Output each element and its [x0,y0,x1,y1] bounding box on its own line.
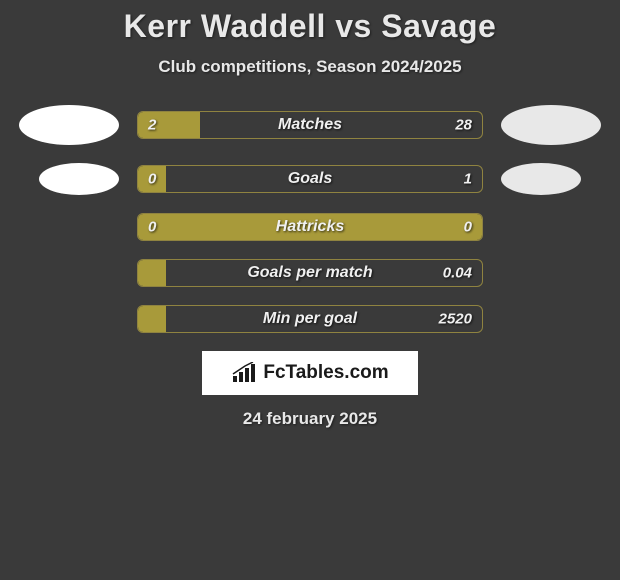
date-label: 24 february 2025 [0,409,620,429]
stat-row: 0 Hattricks 0 [0,213,620,241]
chart-icon [231,362,257,384]
comparison-card: Kerr Waddell vs Savage Club competitions… [0,0,620,429]
stat-bar: Goals per match 0.04 [137,259,483,287]
stat-label: Min per goal [263,310,357,328]
stat-label: Matches [278,116,342,134]
stat-value-right: 0 [464,219,472,236]
stat-bar: 0 Hattricks 0 [137,213,483,241]
player-badge-left [19,105,119,145]
stat-value-left: 0 [148,171,156,188]
player-badge-right [501,163,581,195]
stat-row: 0 Goals 1 [0,163,620,195]
stat-label: Goals [288,170,332,188]
subtitle: Club competitions, Season 2024/2025 [0,57,620,77]
player-badge-left [39,163,119,195]
stat-bar: 2 Matches 28 [137,111,483,139]
player-badge-right [501,105,601,145]
stat-bar-fill [138,306,166,332]
stat-bar: Min per goal 2520 [137,305,483,333]
stat-row: Min per goal 2520 [0,305,620,333]
stat-value-right: 0.04 [443,265,472,282]
stat-label: Goals per match [247,264,372,282]
brand-logo[interactable]: FcTables.com [202,351,418,395]
stat-label: Hattricks [276,218,344,236]
stat-row: Goals per match 0.04 [0,259,620,287]
stat-value-right: 1 [464,171,472,188]
bars-container: 2 Matches 28 0 Goals 1 0 Hattricks 0 Goals per ma… [0,105,620,333]
stat-value-right: 28 [455,117,472,134]
brand-logo-inner: FcTables.com [231,362,388,384]
stat-row: 2 Matches 28 [0,105,620,145]
stat-value-left: 0 [148,219,156,236]
brand-logo-text: FcTables.com [263,362,388,384]
stat-value-left: 2 [148,117,156,134]
stat-bar: 0 Goals 1 [137,165,483,193]
stat-bar-fill [138,260,166,286]
page-title: Kerr Waddell vs Savage [0,8,620,45]
stat-value-right: 2520 [439,311,472,328]
